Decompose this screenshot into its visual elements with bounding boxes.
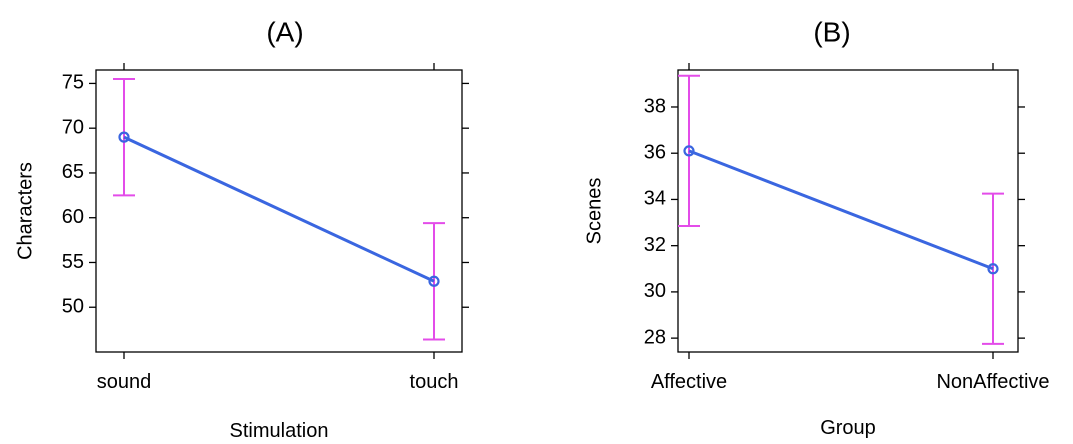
data-point [987, 263, 999, 275]
y-tick-label: 32 [644, 234, 666, 256]
y-tick-label: 70 [62, 116, 84, 138]
y-tick-label: 34 [644, 188, 666, 210]
x-tick-label: touch [410, 371, 459, 393]
y-tick-label: 55 [62, 251, 84, 273]
x-axis-title: Stimulation [230, 420, 329, 442]
y-tick-label: 30 [644, 280, 666, 302]
panel-b: (B) 28 30 32 34 36 38 Affective NonAffective Grou… [583, 16, 1049, 439]
y-tick-label: 60 [62, 206, 84, 228]
y-tick-label: 50 [62, 296, 84, 318]
panel-label: (A) [266, 16, 303, 47]
y-tick-label: 36 [644, 141, 666, 163]
series-line [688, 149, 994, 271]
x-tick-label: NonAffective [936, 371, 1049, 393]
plot-frame [677, 69, 1019, 353]
data-point [428, 275, 440, 287]
series-line [123, 135, 435, 283]
panel-a: (A) 50 55 60 65 70 75 sound touch Stimulation Char… [14, 16, 469, 442]
y-tick-label: 28 [644, 326, 666, 348]
x-tick-label: sound [97, 371, 152, 393]
plot-frame [95, 69, 463, 353]
y-tick-label: 65 [62, 161, 84, 183]
data-point [683, 145, 695, 157]
data-point [118, 131, 130, 143]
y-axis-title: Scenes [583, 178, 605, 245]
x-axis-title: Group [820, 417, 876, 439]
y-tick-label: 75 [62, 72, 84, 94]
x-tick-label: Affective [651, 371, 727, 393]
panel-label: (B) [813, 16, 850, 47]
y-tick-label: 38 [644, 95, 666, 117]
y-axis-title: Characters [14, 162, 36, 260]
